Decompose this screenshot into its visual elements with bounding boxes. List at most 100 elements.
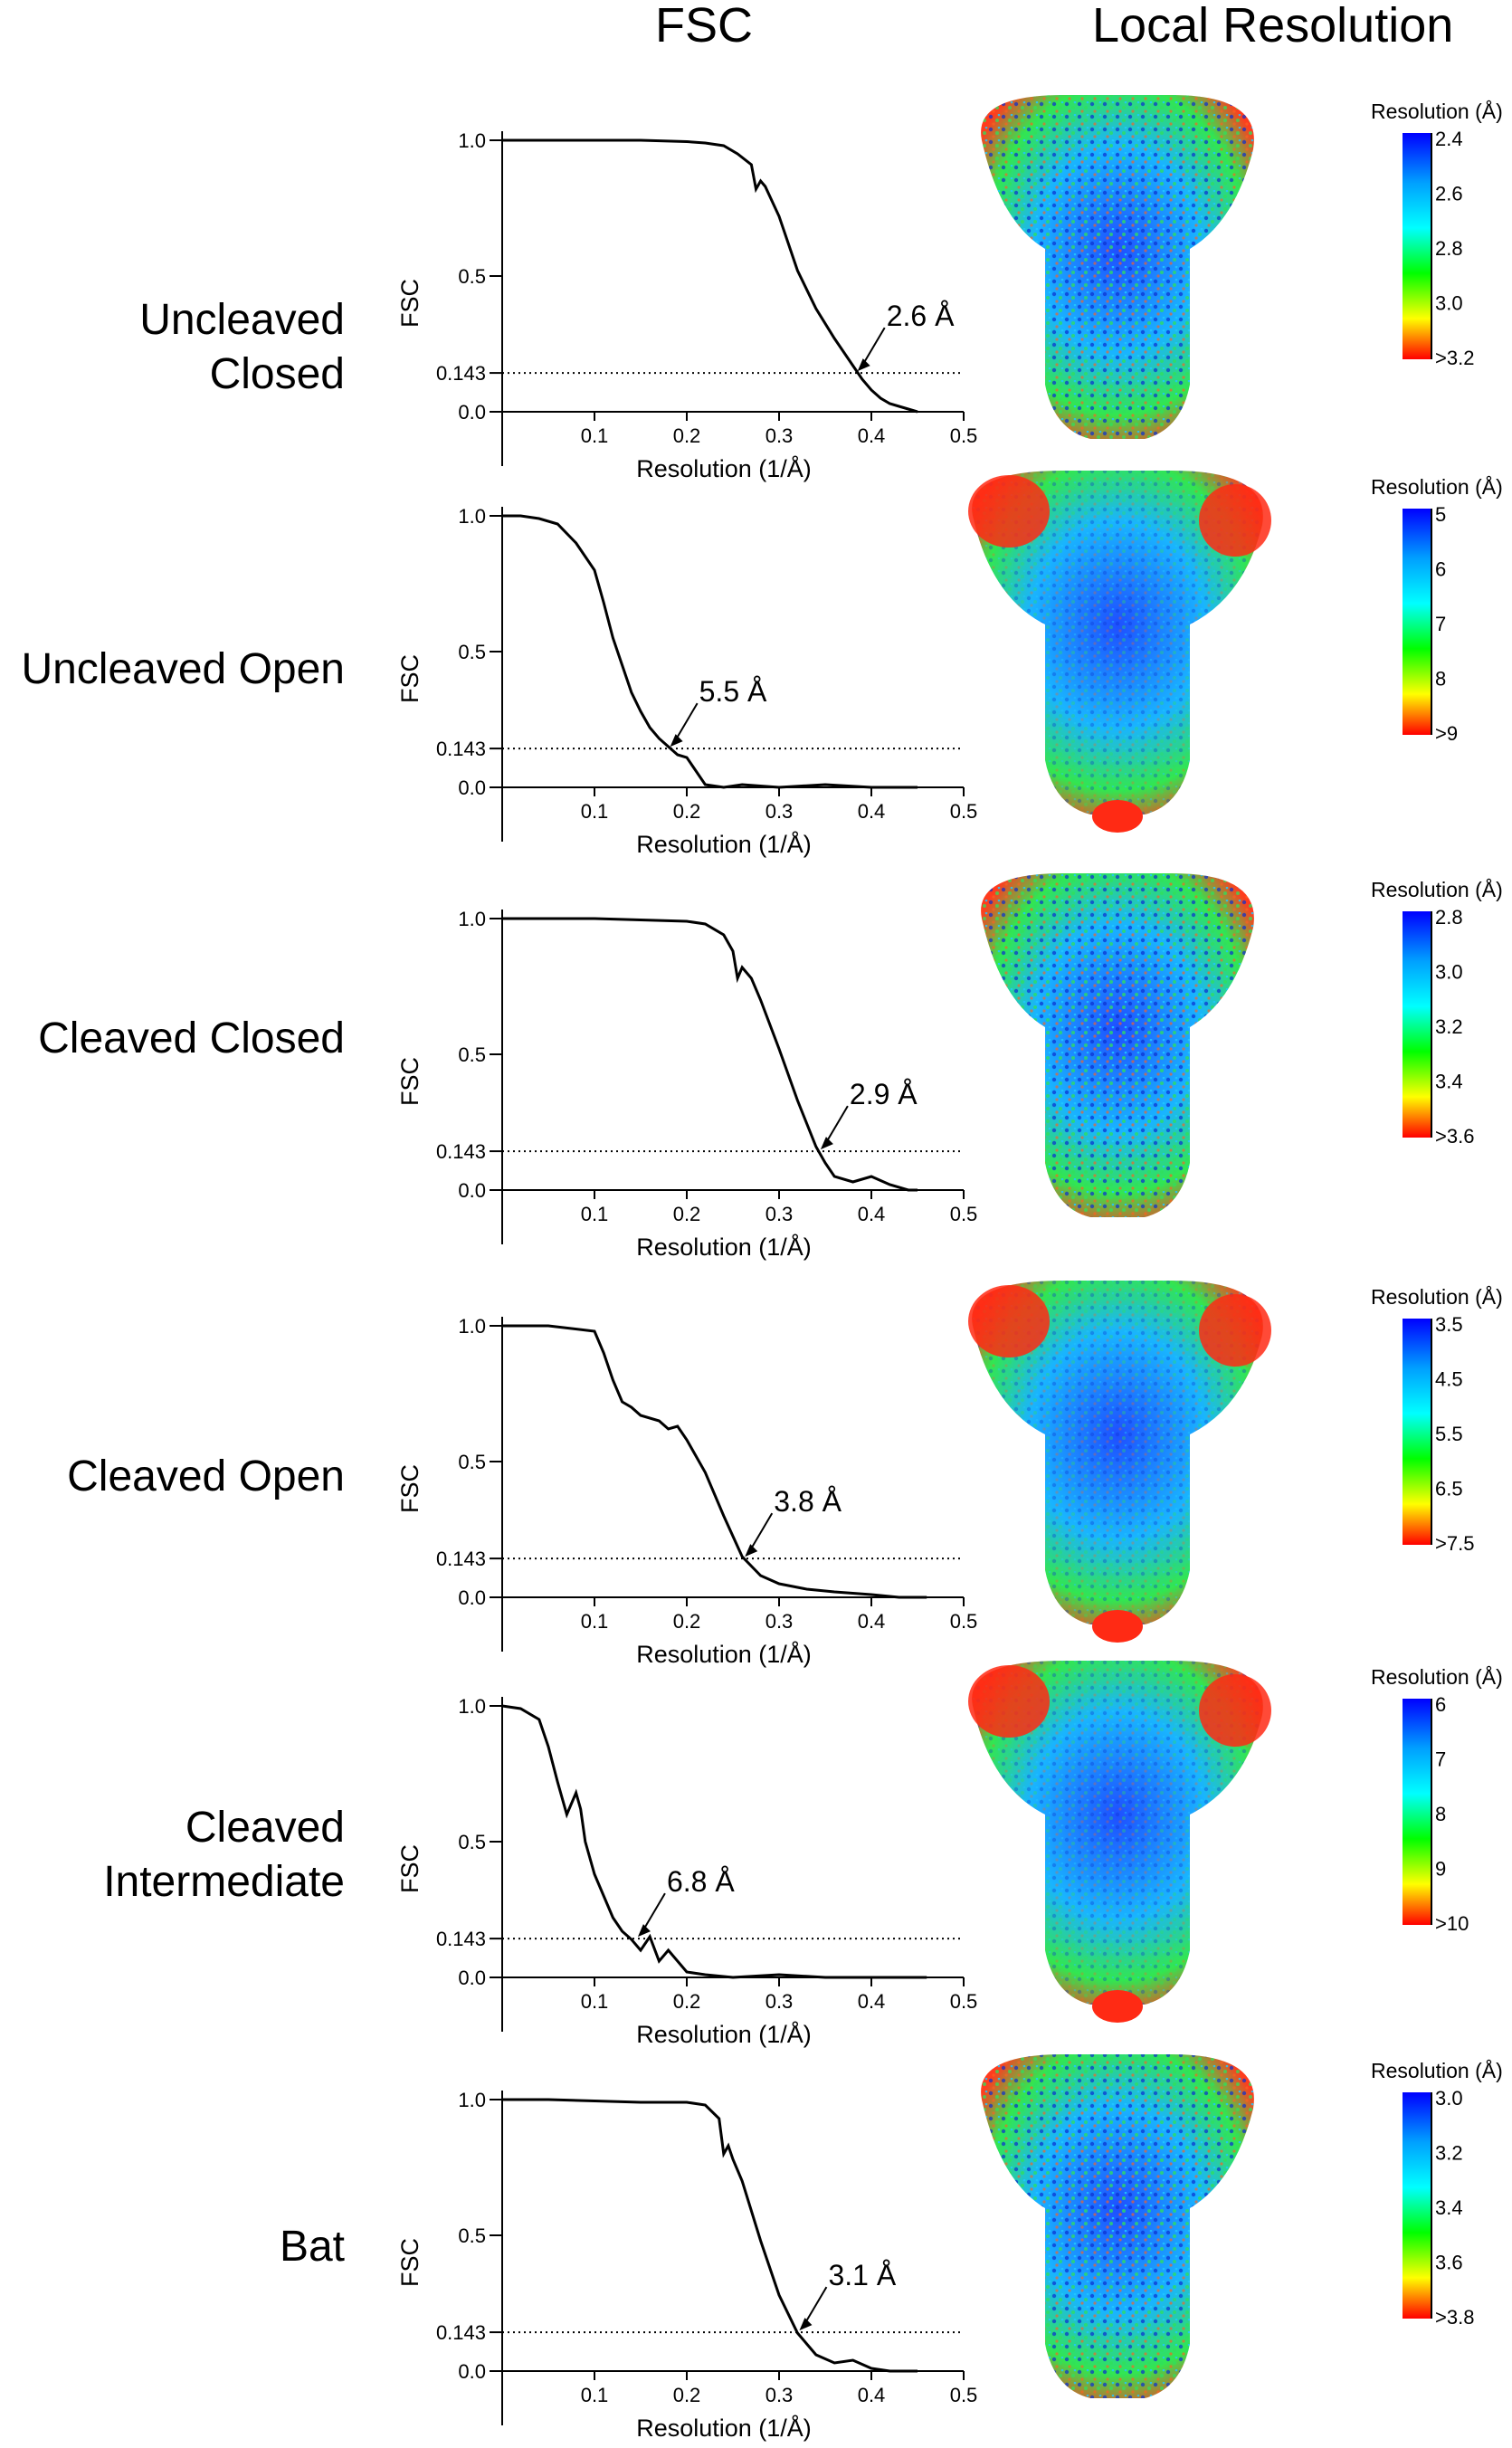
fsc-plot-1: 1.0 0.5 0.143 0.0 0.1 0.2 0.3 0.4 0.5 Resolution … xyxy=(396,505,977,858)
color-scale-title: Resolution (Å) xyxy=(1371,99,1503,123)
color-scale-tick-label: 3.0 xyxy=(1435,292,1463,315)
x-axis-title: Resolution (1/Å) xyxy=(636,1233,812,1261)
fsc-curve xyxy=(502,514,918,789)
molecule-texture xyxy=(972,471,1263,814)
y-tick-label: 1.0 xyxy=(458,129,486,152)
color-scale-tick-label: >3.8 xyxy=(1435,2306,1474,2329)
x-tick-label: 0.1 xyxy=(581,1990,609,2013)
color-scale-4: Resolution (Å) 6 7 8 9 >10 xyxy=(1371,1664,1503,1935)
y-tick-label: 0.5 xyxy=(458,1831,486,1853)
color-scale-tick-label: 2.8 xyxy=(1435,237,1463,260)
y-tick-label: 0.5 xyxy=(458,265,486,288)
fsc-curve xyxy=(501,1704,927,1979)
x-tick-label: 0.2 xyxy=(673,1203,701,1225)
x-tick-label: 0.5 xyxy=(950,1610,978,1633)
y-axis-title: FSC xyxy=(396,2238,423,2287)
y-tick-label: 0.143 xyxy=(436,1140,486,1163)
color-scale-3: Resolution (Å) 3.5 4.5 5.5 6.5 >7.5 xyxy=(1371,1284,1503,1555)
fsc-plot-3: 1.0 0.5 0.143 0.0 0.1 0.2 0.3 0.4 0.5 Resolution … xyxy=(396,1315,977,1668)
molecule-texture xyxy=(972,1661,1263,2005)
x-tick-label: 0.1 xyxy=(581,2384,609,2406)
low-resolution-patch xyxy=(1199,1674,1271,1747)
y-tick-label: 0.143 xyxy=(436,738,486,760)
color-scale-tick-label: 2.6 xyxy=(1435,183,1463,205)
color-scale-tick-label: 7 xyxy=(1435,613,1446,635)
low-resolution-patch xyxy=(1199,1294,1271,1367)
local-resolution-map-3 xyxy=(968,1281,1271,1643)
y-tick-label: 0.0 xyxy=(458,2360,486,2383)
color-scale-bar xyxy=(1403,1699,1431,1925)
color-scale-title: Resolution (Å) xyxy=(1371,877,1503,901)
x-tick-label: 0.4 xyxy=(858,800,886,823)
molecule-texture xyxy=(981,2054,1254,2398)
color-scale-1: Resolution (Å) 5 6 7 8 >9 xyxy=(1371,474,1503,745)
color-scale-tick-label: >7.5 xyxy=(1435,1532,1474,1555)
y-tick-label: 0.0 xyxy=(458,1967,486,1989)
y-tick-label: 0.0 xyxy=(458,1586,486,1609)
fsc-curve xyxy=(502,1324,927,1599)
x-tick-label: 0.4 xyxy=(858,424,886,447)
y-tick-label: 0.143 xyxy=(436,362,486,385)
row-label-bat: Bat xyxy=(279,2223,345,2271)
y-tick-label: 0.5 xyxy=(458,641,486,663)
color-scale-tick-label: 5 xyxy=(1435,503,1446,526)
x-tick-label: 0.3 xyxy=(766,424,794,447)
y-tick-label: 0.143 xyxy=(436,2321,486,2344)
local-resolution-map-4 xyxy=(968,1661,1271,2023)
row-label-uncleaved-closed: Uncleaved Closed xyxy=(139,296,345,398)
y-tick-label: 1.0 xyxy=(458,505,486,528)
x-tick-label: 0.4 xyxy=(858,1990,886,2013)
color-scale-tick-label: 3.2 xyxy=(1435,2142,1463,2165)
annotation-arrowhead xyxy=(820,1137,833,1150)
annotation-arrowhead xyxy=(799,2318,813,2331)
color-scale-bar xyxy=(1403,911,1431,1138)
fsc-plot-2: 1.0 0.5 0.143 0.0 0.1 0.2 0.3 0.4 0.5 Resolution … xyxy=(396,908,977,1261)
fsc-plot-5: 1.0 0.5 0.143 0.0 0.1 0.2 0.3 0.4 0.5 Resolution … xyxy=(396,2089,977,2442)
x-axis-title: Resolution (1/Å) xyxy=(636,2414,812,2442)
annotation-arrowhead xyxy=(745,1544,758,1557)
x-tick-label: 0.1 xyxy=(581,1610,609,1633)
color-scale-tick-label: 6 xyxy=(1435,1693,1446,1716)
x-tick-label: 0.5 xyxy=(950,2384,978,2406)
resolution-annotation: 6.8 Å xyxy=(667,1865,735,1898)
x-tick-label: 0.3 xyxy=(766,800,794,823)
color-scale-title: Resolution (Å) xyxy=(1371,1284,1503,1309)
color-scale-tick-label: 2.4 xyxy=(1435,128,1463,150)
y-tick-label: 1.0 xyxy=(458,1695,486,1718)
y-tick-label: 0.143 xyxy=(436,1928,486,1950)
resolution-annotation: 2.9 Å xyxy=(850,1078,918,1110)
row-label-uncleaved-open: Uncleaved Open xyxy=(21,645,345,693)
x-tick-label: 0.2 xyxy=(673,1610,701,1633)
color-scale-tick-label: 9 xyxy=(1435,1858,1446,1881)
fsc-plot-0: 1.0 0.5 0.143 0.0 0.1 0.2 0.3 0.4 0.5 Resolution … xyxy=(396,129,977,482)
color-scale-0: Resolution (Å) 2.4 2.6 2.8 3.0 >3.2 xyxy=(1371,99,1503,369)
color-scale-tick-label: 5.5 xyxy=(1435,1423,1463,1445)
fsc-curve xyxy=(502,2098,918,2373)
color-scale-5: Resolution (Å) 3.0 3.2 3.4 3.6 >3.8 xyxy=(1371,2058,1503,2329)
x-tick-label: 0.3 xyxy=(766,1203,794,1225)
low-resolution-patch xyxy=(1092,1610,1143,1643)
color-scale-tick-label: 3.4 xyxy=(1435,1071,1463,1093)
color-scale-tick-label: >3.6 xyxy=(1435,1125,1474,1148)
low-resolution-patch xyxy=(1092,800,1143,833)
low-resolution-patch xyxy=(968,1665,1050,1738)
color-scale-tick-label: >3.2 xyxy=(1435,347,1474,369)
local-resolution-map-2 xyxy=(981,873,1254,1217)
x-tick-label: 0.2 xyxy=(673,800,701,823)
color-scale-title: Resolution (Å) xyxy=(1371,474,1503,499)
x-tick-label: 0.2 xyxy=(673,424,701,447)
color-scale-bar xyxy=(1403,2092,1431,2319)
row-label-cleaved-open: Cleaved Open xyxy=(67,1453,345,1500)
low-resolution-patch xyxy=(1092,1990,1143,2023)
y-axis-title: FSC xyxy=(396,654,423,703)
local-resolution-map-0 xyxy=(981,95,1254,439)
color-scale-tick-label: 7 xyxy=(1435,1748,1446,1771)
color-scale-tick-label: 3.2 xyxy=(1435,1015,1463,1038)
x-tick-label: 0.2 xyxy=(673,2384,701,2406)
x-tick-label: 0.3 xyxy=(766,1610,794,1633)
x-tick-label: 0.2 xyxy=(673,1990,701,2013)
y-tick-label: 1.0 xyxy=(458,2089,486,2111)
y-axis-title: FSC xyxy=(396,1057,423,1106)
molecule-texture xyxy=(981,873,1254,1217)
x-tick-label: 0.1 xyxy=(581,800,609,823)
